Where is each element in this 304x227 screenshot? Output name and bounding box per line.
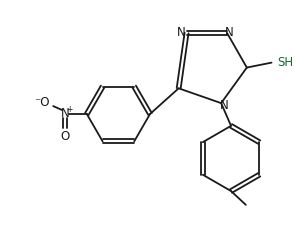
- Text: N: N: [225, 25, 233, 39]
- Text: O: O: [60, 130, 70, 143]
- Text: N: N: [220, 99, 229, 112]
- Text: N: N: [177, 27, 186, 39]
- Text: SH: SH: [278, 56, 294, 69]
- Text: +: +: [66, 105, 72, 114]
- Text: ⁻O: ⁻O: [35, 96, 50, 109]
- Text: N: N: [61, 106, 69, 119]
